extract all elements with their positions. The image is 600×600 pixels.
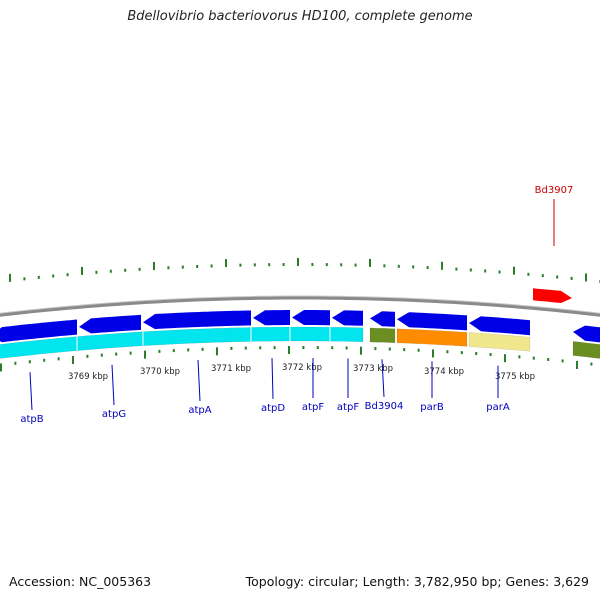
gene-leader-line xyxy=(271,358,274,400)
gene-leader-line xyxy=(381,359,385,398)
operon-segment xyxy=(396,328,468,347)
map-title: Bdellovibrio bacteriovorus HD100, comple… xyxy=(127,9,473,24)
gene-label: parA xyxy=(486,402,510,413)
axis-tick-label: 3769 kbp xyxy=(68,372,108,382)
backbone-arc xyxy=(0,296,600,317)
reverse-gene-arrow xyxy=(397,312,467,331)
gene-label: atpF xyxy=(337,402,359,413)
gene-leader-line xyxy=(197,360,201,402)
gene-label: Bd3904 xyxy=(365,401,404,412)
reverse-gene-arrow xyxy=(79,314,141,334)
inner-tick-track xyxy=(0,346,593,372)
reverse-gene-arrow xyxy=(469,316,530,336)
outer-tick-track xyxy=(9,258,600,284)
reverse-gene-arrow xyxy=(0,319,77,343)
gene-leader-line xyxy=(111,364,115,406)
operon-segment xyxy=(0,326,364,359)
reverse-gene-arrow xyxy=(292,310,330,326)
gene-label: atpA xyxy=(188,405,211,416)
axis-tick-label: 3775 kbp xyxy=(495,372,535,382)
reverse-gene-arrow xyxy=(253,310,290,326)
gene-label: atpG xyxy=(102,409,126,420)
topology-label: Topology: circular; Length: 3,782,950 bp… xyxy=(245,574,589,589)
reverse-gene-arrow xyxy=(573,325,600,343)
gene-label-track: Bd3907 atpB atpG atpA atpD atpF atpF Bd3904 parB… xyxy=(20,185,573,425)
gene-label: parB xyxy=(420,402,444,413)
operon-track xyxy=(0,326,600,359)
gene-leader-line xyxy=(29,372,33,411)
reverse-gene-track xyxy=(0,310,600,343)
axis-tick-label: 3770 kbp xyxy=(140,367,180,377)
reverse-gene-arrow xyxy=(143,310,251,330)
axis-tick-label: 3771 kbp xyxy=(211,364,251,374)
operon-segment xyxy=(572,341,600,359)
operon-segment xyxy=(369,327,396,344)
genome-backbone xyxy=(0,295,600,317)
axis-tick-label: 3773 kbp xyxy=(353,364,393,374)
axis-tick-label: 3774 kbp xyxy=(424,367,464,377)
gene-label: atpD xyxy=(261,403,285,414)
axis-label-track: 3769 kbp 3770 kbp 3771 kbp 3772 kbp 3773 kbp… xyxy=(68,363,535,382)
forward-gene-track xyxy=(533,288,572,303)
operon-segment xyxy=(468,332,531,352)
forward-gene-arrow xyxy=(533,288,572,303)
gene-label: Bd3907 xyxy=(535,185,574,196)
accession-label: Accession: NC_005363 xyxy=(9,574,152,589)
axis-tick-label: 3772 kbp xyxy=(282,363,322,373)
gene-label: atpF xyxy=(302,402,324,413)
reverse-gene-arrow xyxy=(370,311,395,327)
reverse-gene-arrow xyxy=(332,310,363,326)
gene-label: atpB xyxy=(20,414,43,425)
